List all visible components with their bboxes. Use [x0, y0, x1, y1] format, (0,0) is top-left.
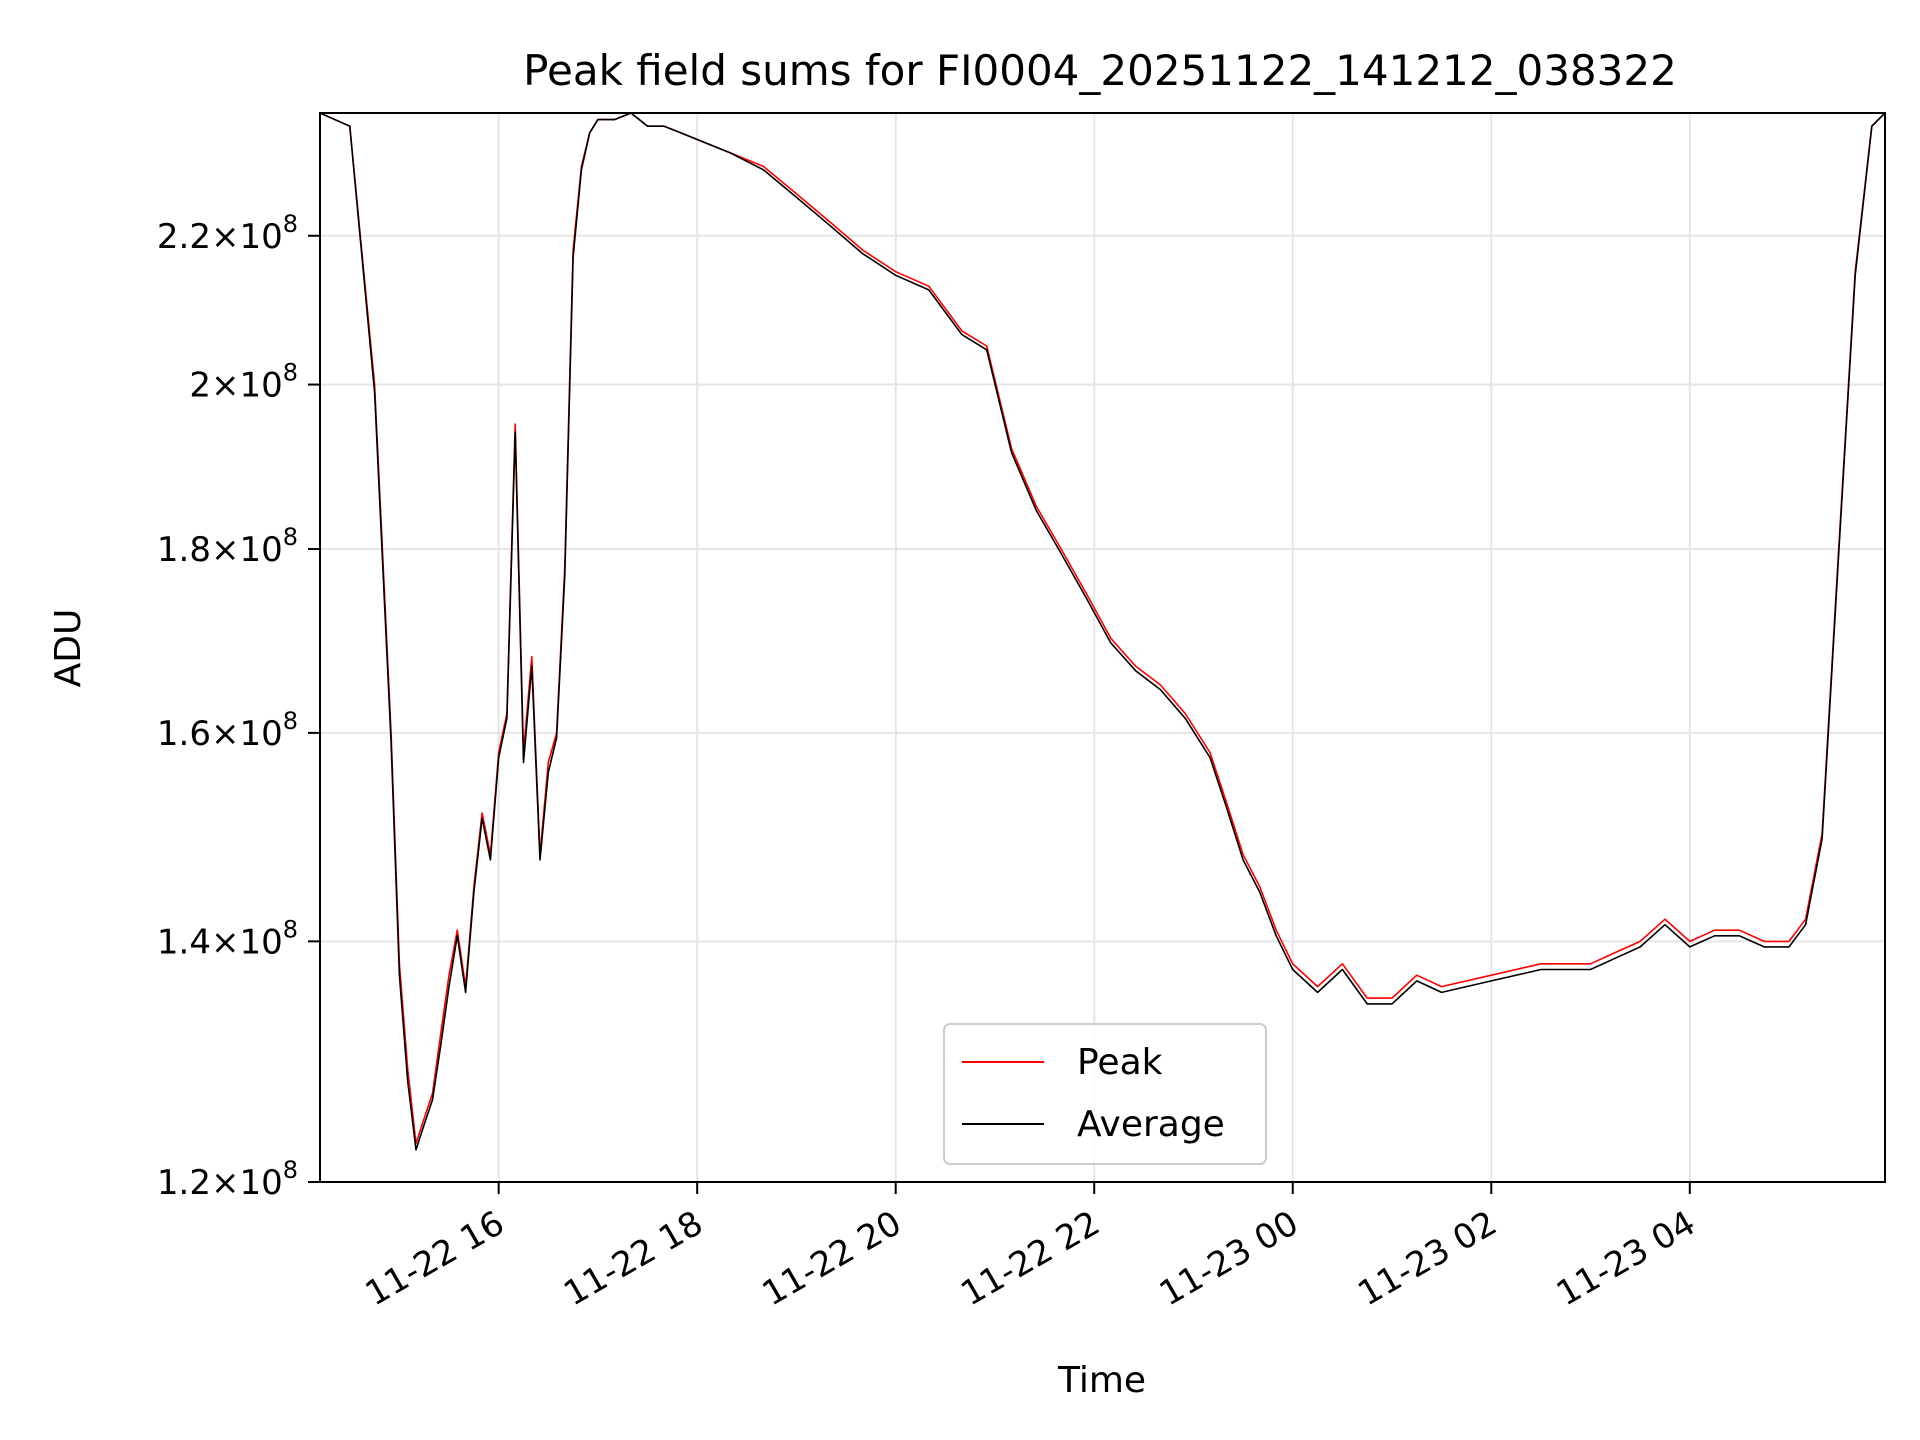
x-axis-label: Time — [1057, 1360, 1146, 1401]
grid — [320, 113, 1885, 1182]
legend-box — [943, 1023, 1267, 1165]
legend: Peak Average — [943, 1023, 1267, 1165]
legend-label-peak: Peak — [1077, 1042, 1163, 1083]
y-tick-label: 1.8×108 — [157, 523, 298, 570]
y-tick-label: 1.2×108 — [157, 1156, 298, 1203]
plot-frame — [319, 112, 1886, 1183]
y-tick-label: 2.2×108 — [157, 210, 298, 257]
y-tick-label: 2×108 — [189, 359, 298, 406]
series-line-average — [320, 113, 1885, 1151]
y-tick-label: 1.4×108 — [157, 915, 298, 962]
chart-title: Peak field sums for FI0004_20251122_1412… — [523, 46, 1677, 95]
y-axis-label: ADU — [48, 609, 89, 688]
y-tick-label: 1.6×108 — [157, 707, 298, 754]
legend-label-average: Average — [1077, 1104, 1225, 1145]
y-axis: 1.2×108 1.4×108 1.6×108 1.8×108 2×108 2.2×108 — [157, 210, 320, 1203]
series-lines — [320, 113, 1885, 1151]
